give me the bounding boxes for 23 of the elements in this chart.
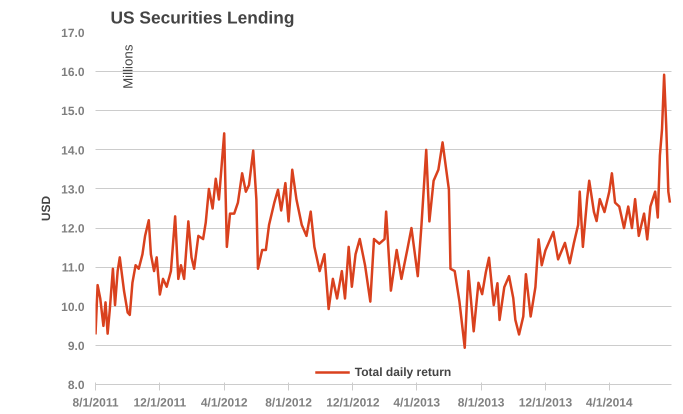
x-tick-label: 4/1/2013 [393, 396, 440, 410]
y-tick-label: 10.0 [61, 300, 85, 314]
x-tick-label: 8/1/2012 [265, 396, 312, 410]
y-tick-label: 8.0 [68, 378, 85, 392]
y-tick-label: 11.0 [62, 260, 85, 275]
x-tick-label: 8/1/2011 [72, 396, 119, 410]
y-tick-label: 16.0 [61, 65, 85, 80]
x-tick-label: 12/1/2012 [326, 396, 380, 410]
x-tick-label: 4/1/2014 [586, 396, 633, 410]
x-tick-label: 4/1/2012 [200, 396, 248, 410]
x-tick-label: 12/1/2013 [518, 396, 572, 410]
y-tick-label: 15.0 [61, 104, 85, 118]
chart-title: US Securities Lending [110, 8, 294, 28]
y-tick-label: 13.0 [61, 182, 85, 196]
y-tick-label: 12.0 [61, 222, 85, 236]
y-tick-label: 14.0 [61, 143, 85, 158]
y-tick-label: 9.0 [68, 338, 85, 353]
y-tick-label: 17.0 [61, 26, 85, 40]
y-axis-title: USD [39, 196, 54, 222]
x-tick-label: 12/1/2011 [133, 396, 187, 410]
x-tick-label: 8/1/2013 [458, 396, 505, 410]
legend-label: Total daily return [354, 365, 452, 379]
annotation: Millions [120, 44, 136, 89]
